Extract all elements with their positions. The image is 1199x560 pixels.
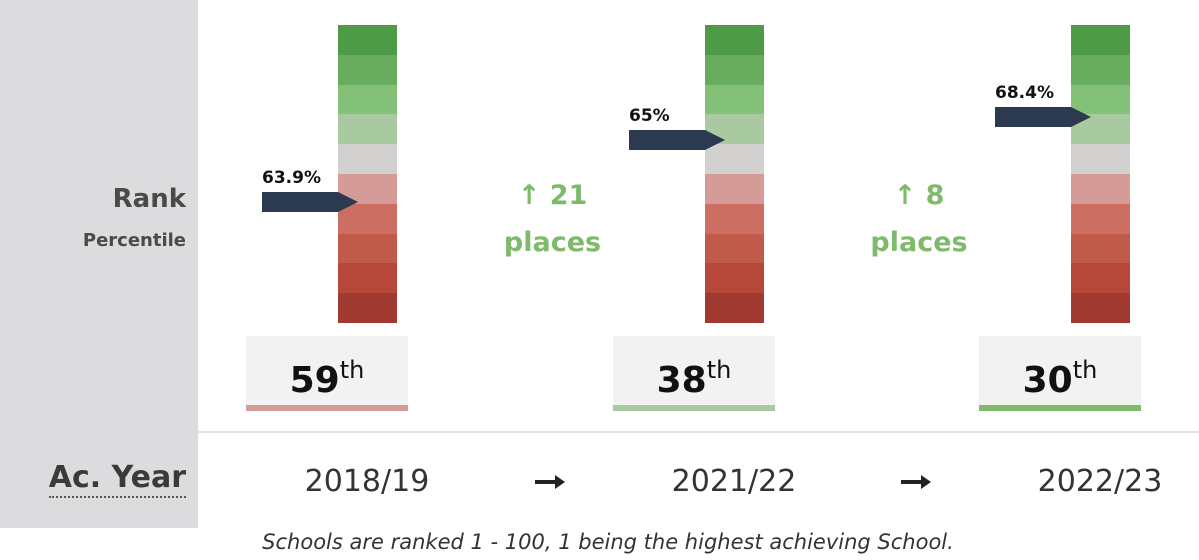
scale-bar: [338, 25, 397, 323]
change-value: 21: [549, 180, 588, 211]
row-label: Ac. Year: [48, 460, 186, 498]
scale-segment: [338, 144, 397, 174]
scale-segment: [705, 25, 764, 55]
change-amount: ↑ 8: [829, 180, 1009, 211]
year: 2018/19: [304, 464, 430, 499]
scale-segment: [705, 293, 764, 323]
row-label: Rank: [112, 184, 186, 214]
rank: 38th: [656, 356, 732, 401]
scale-segment: [1071, 144, 1130, 174]
rank-box: 38th: [613, 336, 775, 405]
scale-segment: [1071, 233, 1130, 264]
rank-number: 30: [1022, 360, 1073, 401]
up-arrow: ↑: [517, 180, 550, 211]
scale-segment: [1071, 203, 1130, 234]
pointer: [995, 107, 1091, 127]
rank-box: 30th: [979, 336, 1141, 405]
year-arrow: [899, 460, 933, 518]
rank-box: 59th: [246, 336, 408, 405]
scale-segment: [338, 25, 397, 55]
scale-segment: [1071, 84, 1130, 115]
arrow-icon: [534, 475, 565, 489]
pointer-shape: [262, 192, 358, 212]
scale-segment: [338, 54, 397, 85]
year: 2022/23: [1037, 464, 1163, 499]
pointer: [262, 192, 358, 212]
rank-number: 59: [289, 360, 340, 401]
scale-segment: [338, 84, 397, 115]
scale-segment: [338, 263, 397, 294]
percentile-label: 63.9%: [262, 168, 321, 188]
rank: 59th: [289, 356, 365, 401]
scale-segment: [1071, 173, 1130, 204]
row-label: Percentile: [82, 230, 186, 251]
rank-underline: [246, 405, 408, 411]
scale-segment: [1071, 293, 1130, 323]
scale-segment: [338, 203, 397, 234]
change-unit: places: [503, 227, 602, 258]
scale-bar: [705, 25, 764, 323]
pointer-shape: [995, 107, 1091, 127]
rank-number: 38: [656, 360, 707, 401]
scale-segment: [705, 173, 764, 204]
rank-underline: [979, 405, 1141, 411]
scale-segment: [338, 293, 397, 323]
rank-suffix: th: [339, 356, 365, 384]
scale-segment: [705, 54, 764, 85]
scale-segment: [1071, 54, 1130, 85]
scale-segment: [705, 144, 764, 174]
scale-bar: [1071, 25, 1130, 323]
rank: 30th: [1022, 356, 1098, 401]
rank-suffix: th: [706, 356, 732, 384]
pointer-shape: [629, 130, 725, 150]
rank-suffix: th: [1072, 356, 1098, 384]
scale-segment: [705, 84, 764, 115]
footnote: Schools are ranked 1 - 100, 1 being the …: [262, 530, 954, 554]
change-value: 8: [925, 180, 945, 211]
arrow-icon: [901, 475, 931, 489]
scale-segment: [338, 233, 397, 264]
pointer: [629, 130, 725, 150]
change-amount: ↑ 21: [463, 180, 643, 211]
percentile-label: 65%: [629, 106, 670, 126]
scale-segment: [338, 114, 397, 145]
year-arrow: [533, 460, 567, 518]
rank-underline: [613, 405, 775, 411]
percentile-label: 68.4%: [995, 83, 1054, 103]
separator: [198, 431, 1199, 433]
label-panel: [0, 0, 198, 528]
change-unit: places: [870, 227, 968, 258]
scale-segment: [1071, 263, 1130, 294]
scale-segment: [705, 263, 764, 294]
scale-segment: [705, 233, 764, 264]
year: 2021/22: [671, 464, 797, 499]
up-arrow: ↑: [893, 180, 926, 211]
scale-segment: [1071, 25, 1130, 55]
scale-segment: [705, 203, 764, 234]
